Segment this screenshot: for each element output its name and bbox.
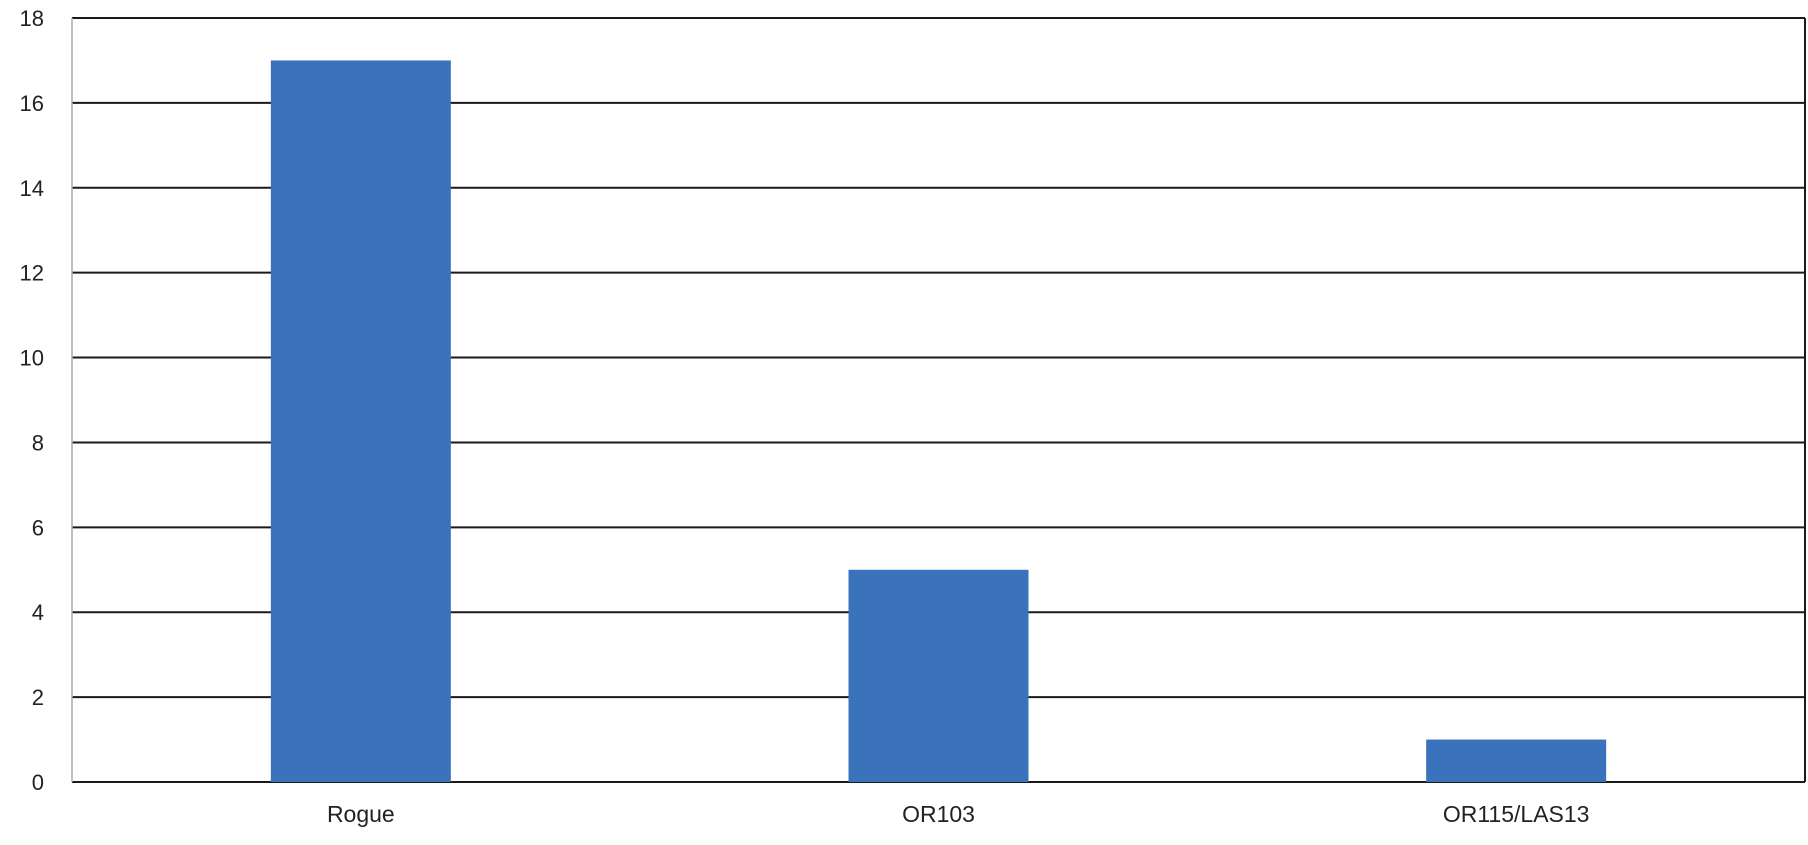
y-tick-label: 14 [20, 176, 44, 201]
y-tick-label: 10 [20, 346, 44, 371]
bar-layer [270, 60, 1607, 782]
bar-or115-las13 [1426, 739, 1607, 782]
y-tick-label: 16 [20, 91, 44, 116]
axis-layer [71, 18, 1806, 782]
bar-or103 [848, 569, 1029, 782]
x-tick-label: Rogue [327, 801, 395, 827]
y-tick-label: 8 [32, 430, 44, 455]
y-tick-label: 2 [32, 685, 44, 710]
y-tick-label: 4 [32, 600, 44, 625]
y-tick-label: 12 [20, 261, 44, 286]
x-tick-label: OR115/LAS13 [1443, 801, 1590, 827]
label-layer: 0 2 4 6 8 10 12 14 16 18 Rogue OR103 OR115/LAS13 [20, 6, 1590, 827]
y-tick-label: 18 [20, 6, 44, 31]
bar-rogue [270, 60, 451, 782]
y-tick-label: 0 [32, 770, 44, 795]
y-tick-label: 6 [32, 515, 44, 540]
x-tick-label: OR103 [902, 801, 975, 827]
